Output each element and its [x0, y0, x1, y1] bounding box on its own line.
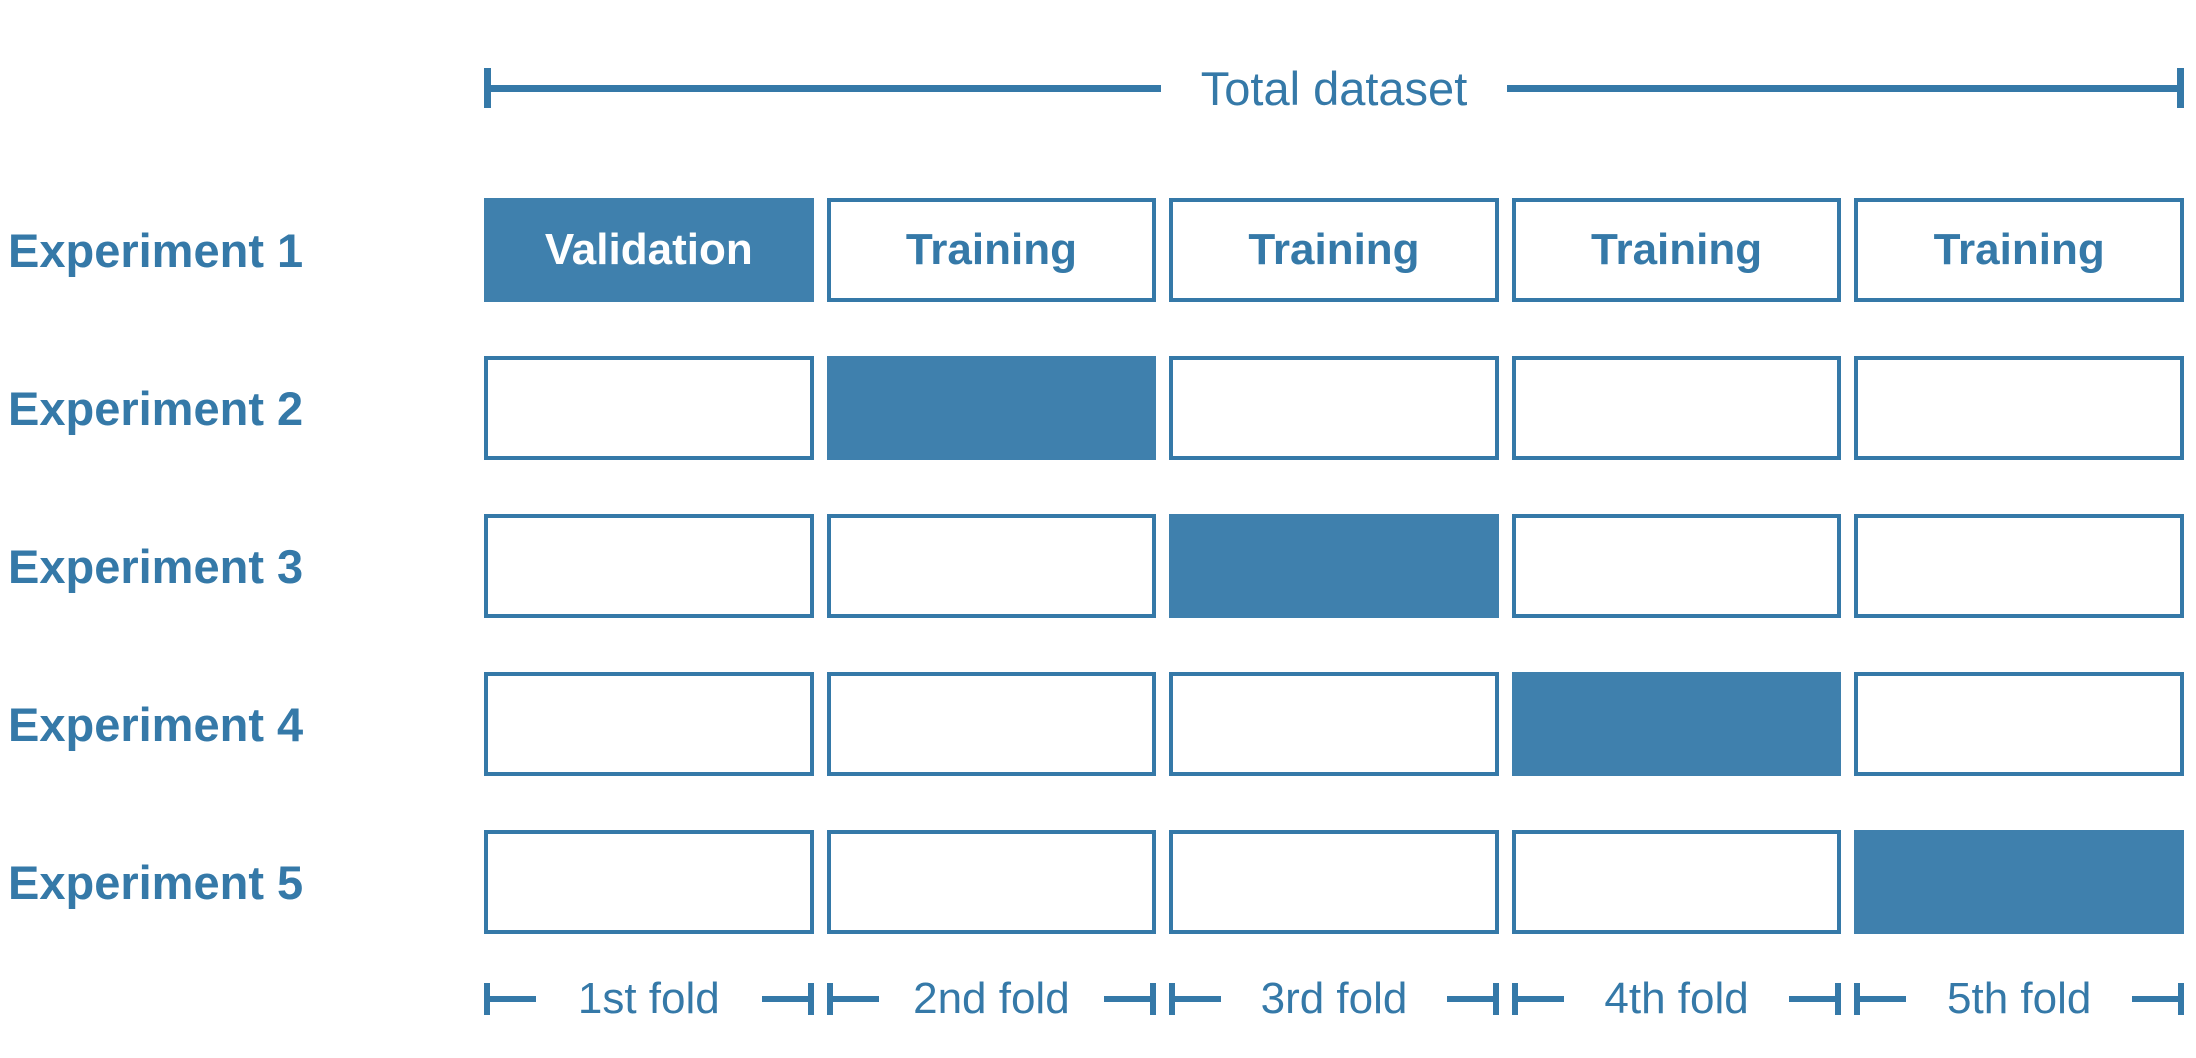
fold-boxes	[484, 356, 2184, 460]
fold-cell	[484, 356, 814, 460]
fold-cell	[1169, 830, 1499, 934]
fold-cell	[826, 672, 1157, 776]
fold-cell-selected	[826, 356, 1157, 460]
experiment-label: Experiment 3	[8, 539, 304, 593]
experiment-label: Experiment 4	[8, 697, 304, 751]
fold-bracket-left-icon	[826, 983, 879, 1015]
fold-cell: Training	[1854, 198, 2184, 302]
total-dataset-label: Total dataset	[1200, 61, 1468, 115]
fold-axis-item: 4th fold	[1511, 968, 1842, 1030]
fold-bracket-left-icon	[1854, 983, 1907, 1015]
fold-label: 1st fold	[577, 974, 720, 1023]
fold-cell	[1854, 514, 2184, 618]
experiment-row: Experiment 3	[0, 514, 2196, 618]
fold-cell-selected	[1169, 514, 1499, 618]
fold-cell	[826, 514, 1157, 618]
fold-axis-item: 5th fold	[1854, 968, 2184, 1030]
experiment-row: Experiment 4	[0, 672, 2196, 776]
experiment-row: Experiment 5	[0, 830, 2196, 934]
experiment-row: Experiment 1 Validation Training Training Tr…	[0, 198, 2196, 302]
fold-bracket-left-icon	[1511, 983, 1564, 1015]
fold-bracket-left-icon	[1169, 983, 1222, 1015]
fold-cell: Training	[826, 198, 1157, 302]
experiment-label: Experiment 5	[8, 855, 304, 909]
dataset-line-right-icon	[1507, 68, 2184, 108]
fold-cell: Training	[1169, 198, 1499, 302]
fold-bracket-right-icon	[2131, 983, 2184, 1015]
dataset-line-left-icon	[484, 68, 1161, 108]
fold-boxes	[484, 514, 2184, 618]
fold-cell	[1854, 672, 2184, 776]
fold-cell-selected	[1511, 672, 1842, 776]
fold-label: 5th fold	[1947, 974, 2092, 1023]
fold-cell	[1169, 356, 1499, 460]
fold-bracket-right-icon	[1789, 983, 1842, 1015]
experiment-row: Experiment 2	[0, 356, 2196, 460]
fold-cell	[826, 830, 1157, 934]
fold-axis: 1st fold 2nd fold 3rd fold 4th fold 5th fold	[484, 968, 2184, 1030]
experiment-label: Experiment 2	[8, 381, 304, 435]
fold-label: 2nd fold	[913, 974, 1070, 1023]
fold-axis-item: 3rd fold	[1169, 968, 1499, 1030]
fold-boxes	[484, 830, 2184, 934]
fold-bracket-left-icon	[484, 983, 536, 1015]
fold-cell-selected	[1854, 830, 2184, 934]
fold-boxes: Validation Training Training Training Traini…	[484, 198, 2184, 302]
fold-cell	[1511, 830, 1842, 934]
total-dataset-bracket: Total dataset	[484, 56, 2184, 120]
fold-cell-selected: Validation	[484, 198, 814, 302]
fold-cell	[1511, 514, 1842, 618]
fold-cell	[1511, 356, 1842, 460]
fold-cell	[484, 830, 814, 934]
fold-label: 3rd fold	[1260, 974, 1408, 1023]
fold-cell	[484, 672, 814, 776]
fold-axis-item: 1st fold	[484, 968, 814, 1030]
fold-label: 4th fold	[1604, 974, 1749, 1023]
fold-cell	[1169, 672, 1499, 776]
fold-bracket-right-icon	[1446, 983, 1499, 1015]
fold-boxes	[484, 672, 2184, 776]
fold-bracket-right-icon	[1104, 983, 1157, 1015]
fold-bracket-right-icon	[761, 983, 814, 1015]
experiment-label: Experiment 1	[8, 223, 304, 277]
fold-cell: Training	[1511, 198, 1842, 302]
fold-cell	[484, 514, 814, 618]
fold-cell	[1854, 356, 2184, 460]
fold-axis-item: 2nd fold	[826, 968, 1157, 1030]
